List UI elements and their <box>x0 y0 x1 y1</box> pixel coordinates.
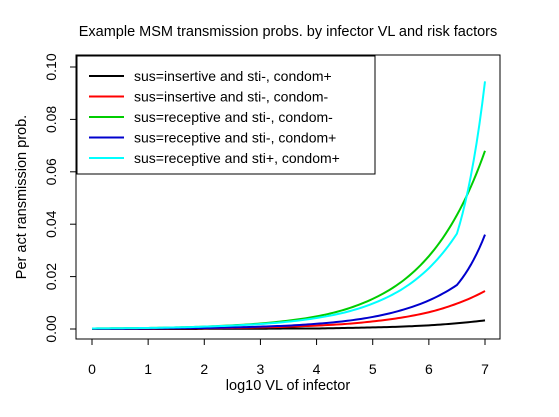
series-line-4 <box>92 234 486 330</box>
x-tick-label: 0 <box>88 361 96 377</box>
x-tick-label: 6 <box>425 361 433 377</box>
x-axis-label: log10 VL of infector <box>226 378 351 394</box>
x-axis: 0 1 2 3 4 5 6 7 <box>88 338 489 377</box>
legend-entry: sus=receptive and sti+, condom+ <box>134 150 340 166</box>
x-tick-label: 5 <box>369 361 377 377</box>
legend: sus=insertive and sti-, condom+ sus=inser… <box>76 55 376 175</box>
series-line-2 <box>92 290 486 330</box>
y-tick-label: 0.00 <box>43 315 59 342</box>
y-tick-label: 0.08 <box>43 106 59 133</box>
y-axis-label: Per act ransmission prob. <box>14 115 30 279</box>
legend-entry: sus=receptive and sti-, condom- <box>134 109 333 125</box>
chart-title: Example MSM transmission probs. by infec… <box>79 24 498 40</box>
y-tick-label: 0.04 <box>43 210 59 237</box>
series-lines <box>91 81 486 330</box>
legend-entry: sus=insertive and sti-, condom- <box>134 89 328 105</box>
x-tick-label: 7 <box>481 361 489 377</box>
legend-entry: sus=receptive and sti-, condom+ <box>134 130 336 146</box>
x-tick-label: 1 <box>144 361 152 377</box>
legend-entry: sus=insertive and sti-, condom+ <box>134 68 332 84</box>
y-axis: 0.00 0.02 0.04 0.06 0.08 0.10 <box>43 53 77 343</box>
x-tick-label: 3 <box>257 361 265 377</box>
x-tick-label: 2 <box>200 361 208 377</box>
x-tick-label: 4 <box>313 361 321 377</box>
legend-box <box>76 55 376 175</box>
y-tick-label: 0.06 <box>43 158 59 185</box>
y-tick-label: 0.02 <box>43 263 59 290</box>
series-line-5 <box>91 81 486 330</box>
y-tick-label: 0.10 <box>43 53 59 80</box>
